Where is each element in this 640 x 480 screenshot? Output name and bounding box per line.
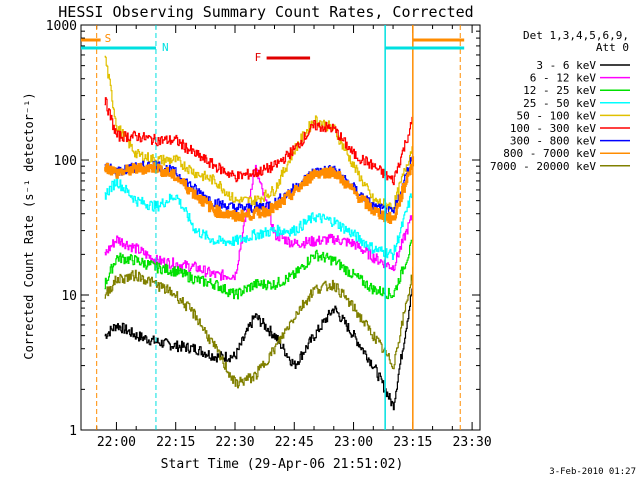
legend-entry-label: 800 - 7000 keV — [503, 147, 596, 160]
series-line-50-100-kev — [104, 55, 414, 211]
chart-title: HESSI Observing Summary Count Rates, Cor… — [58, 3, 473, 21]
plot-area: 1 10 100 1000 22:00 22:15 22:30 22:45 23:00 23:15… — [46, 19, 492, 450]
y-tick-label: 1 — [69, 424, 77, 439]
y-tick-label: 1000 — [46, 19, 77, 34]
series-group — [104, 55, 415, 411]
x-tick-label: 22:30 — [215, 435, 254, 450]
y-tick-label: 100 — [54, 154, 77, 169]
y-axis-label: Corrected Count Rate (s⁻¹ detector⁻¹) — [22, 92, 36, 359]
x-tick-label: 23:15 — [393, 435, 432, 450]
legend-title-line-2: Att 0 — [596, 41, 629, 54]
x-tick-label: 22:15 — [156, 435, 195, 450]
series-line-100-300-kev — [104, 97, 414, 186]
legend-entry-label: 6 - 12 keV — [530, 72, 597, 85]
legend-entry-label: 300 - 800 keV — [510, 135, 596, 148]
legend-entry-label: 7000 - 20000 keV — [490, 160, 596, 173]
legend-entry-label: 25 - 50 keV — [523, 97, 596, 110]
legend-entry-label: 100 - 300 keV — [510, 122, 596, 135]
x-tick-label: 23:30 — [453, 435, 492, 450]
series-line-800-7000-kev — [104, 156, 415, 225]
series-line-3-6-kev — [104, 280, 414, 411]
x-tick-label: 22:00 — [97, 435, 136, 450]
x-tick-label: 23:00 — [334, 435, 373, 450]
plot-frame — [80, 24, 481, 431]
x-tick-label: 22:45 — [275, 435, 314, 450]
footer-date: 3-Feb-2010 01:27 — [549, 467, 636, 477]
x-axis-label: Start Time (29-Apr-06 21:51:02) — [161, 457, 404, 472]
flare-flag-label: F — [255, 51, 262, 64]
legend-entry-label: 3 - 6 keV — [536, 59, 596, 72]
legend-title-line-1: Det 1,3,4,5,6,9, — [523, 29, 629, 42]
legend-entry-label: 50 - 100 keV — [517, 109, 597, 122]
series-line-7000-20000-kev — [104, 266, 414, 389]
legend-entry-label: 12 - 25 keV — [523, 84, 596, 97]
saa-flag-label: S — [105, 32, 112, 45]
series-line-300-800-kev — [104, 153, 414, 217]
legend-title: Det 1,3,4,5,6,9, Att 0 — [523, 29, 629, 54]
y-tick-label: 10 — [61, 289, 77, 304]
night-flag-label: N — [162, 41, 169, 54]
